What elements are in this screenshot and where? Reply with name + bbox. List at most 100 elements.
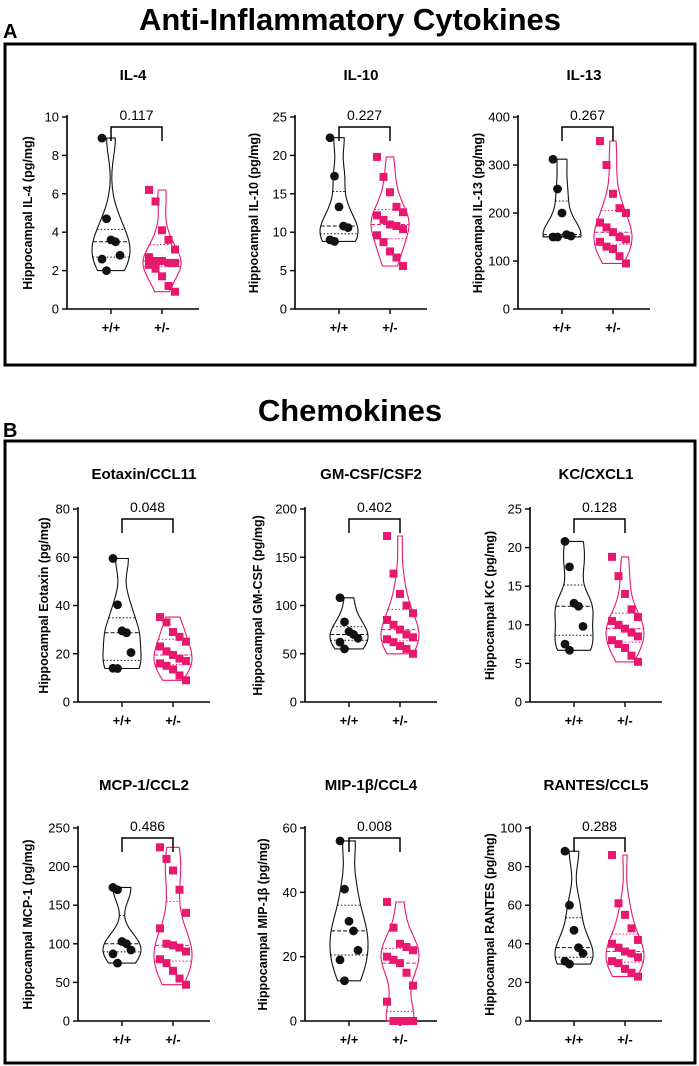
data-point bbox=[608, 636, 616, 645]
data-point bbox=[634, 972, 642, 981]
data-point bbox=[325, 133, 335, 143]
y-tick-label: 150 bbox=[275, 550, 297, 565]
data-point bbox=[621, 643, 629, 652]
data-point bbox=[389, 955, 398, 964]
data-point bbox=[113, 885, 122, 895]
data-point bbox=[608, 957, 616, 966]
data-point bbox=[399, 208, 407, 217]
x-tick-label: +/+ bbox=[565, 1032, 584, 1047]
data-point bbox=[409, 1017, 417, 1025]
significance-bracket bbox=[110, 126, 163, 141]
data-point bbox=[602, 161, 611, 169]
y-tick-label: 40 bbox=[56, 598, 70, 613]
panel-title: MIP-1β/CCL4 bbox=[325, 777, 418, 794]
data-point bbox=[621, 589, 629, 598]
data-point bbox=[108, 554, 118, 563]
data-point bbox=[389, 923, 398, 932]
data-point bbox=[409, 981, 417, 990]
data-point bbox=[334, 202, 344, 212]
data-point bbox=[578, 949, 588, 958]
data-point bbox=[373, 231, 381, 240]
data-point bbox=[151, 197, 160, 206]
violin-outline bbox=[380, 901, 420, 1022]
data-point bbox=[614, 959, 623, 968]
x-tick-label: +/- bbox=[382, 320, 398, 335]
data-point bbox=[409, 649, 417, 658]
data-point bbox=[344, 916, 354, 926]
significance-bracket bbox=[573, 518, 626, 533]
data-point bbox=[608, 616, 616, 625]
x-tick-label: +/+ bbox=[565, 713, 584, 728]
data-point bbox=[560, 846, 570, 856]
data-point bbox=[627, 605, 636, 614]
panel-title: IL-10 bbox=[343, 67, 378, 84]
chart-panel: GM-CSF/CSF2 Hippocampal GM-CSF (pg/mg) 0 50… bbox=[251, 466, 437, 728]
data-point bbox=[169, 966, 177, 975]
data-point bbox=[389, 1017, 398, 1025]
data-point bbox=[402, 644, 411, 653]
data-point bbox=[386, 188, 394, 197]
x-tick-label: +/- bbox=[165, 713, 181, 728]
data-point bbox=[627, 924, 636, 933]
y-tick-label: 0 bbox=[515, 695, 522, 710]
y-tick-label: 150 bbox=[48, 898, 70, 913]
data-point bbox=[392, 222, 401, 231]
panel-title: MCP-1/CCL2 bbox=[99, 777, 189, 794]
data-point bbox=[162, 661, 171, 670]
data-point bbox=[379, 215, 388, 224]
data-point bbox=[621, 964, 629, 973]
data-point bbox=[627, 949, 636, 958]
data-point bbox=[383, 635, 391, 644]
data-point bbox=[389, 620, 398, 629]
data-point bbox=[627, 968, 636, 977]
data-point bbox=[335, 637, 345, 647]
data-point bbox=[396, 939, 404, 948]
y-tick-label: 20 bbox=[56, 646, 70, 661]
data-point bbox=[156, 613, 164, 622]
chart-panel: RANTES/CCL5 Hippocampal RANTES (pg/mg) 0 20… bbox=[483, 777, 662, 1047]
violin-outline bbox=[605, 854, 645, 978]
y-tick-label: 60 bbox=[508, 898, 522, 913]
data-point bbox=[164, 281, 173, 290]
data-point bbox=[553, 184, 562, 194]
data-point bbox=[383, 532, 391, 541]
data-point bbox=[596, 218, 604, 227]
data-point bbox=[182, 908, 190, 917]
y-tick-label: 200 bbox=[488, 206, 510, 221]
y-tick-label: 15 bbox=[508, 579, 522, 594]
x-tick-label: +/+ bbox=[330, 320, 349, 335]
data-point bbox=[396, 589, 404, 598]
data-point bbox=[171, 258, 179, 267]
data-point bbox=[608, 552, 616, 561]
data-point bbox=[392, 202, 401, 211]
data-point bbox=[102, 214, 111, 224]
y-axis-label: Hippocampal GM-CSF (pg/mg) bbox=[251, 515, 265, 696]
section-b-title: Chemokines bbox=[258, 393, 442, 428]
y-tick-label: 100 bbox=[48, 936, 70, 951]
x-tick-label: +/- bbox=[605, 320, 621, 335]
y-tick-label: 5 bbox=[280, 263, 287, 278]
data-point bbox=[596, 237, 604, 246]
chart-panel: MIP-1β/CCL4 Hippocampal MIP-1β (pg/mg) 0 20… bbox=[256, 777, 437, 1047]
data-point bbox=[340, 884, 349, 894]
data-point bbox=[548, 154, 558, 164]
data-point bbox=[156, 659, 164, 668]
chart-panel: Eotaxin/CCL11 Hippocampal Eotaxin (pg/mg)… bbox=[37, 466, 210, 728]
data-point bbox=[622, 259, 630, 268]
data-point bbox=[402, 968, 411, 977]
data-point bbox=[574, 601, 583, 611]
data-point bbox=[392, 253, 401, 262]
chart-panel: IL-13 Hippocampal IL-13 (pg/mg) 0 100 200 300… bbox=[471, 67, 650, 335]
data-point bbox=[175, 943, 184, 952]
data-point bbox=[115, 250, 125, 260]
data-point bbox=[634, 613, 642, 622]
data-point bbox=[145, 260, 153, 269]
y-tick-label: 400 bbox=[488, 110, 510, 125]
data-point bbox=[162, 939, 171, 948]
data-point bbox=[379, 172, 388, 181]
significance-bracket bbox=[573, 837, 626, 852]
data-point bbox=[113, 600, 122, 610]
data-point bbox=[614, 640, 623, 649]
y-tick-label: 250 bbox=[48, 821, 70, 836]
data-point bbox=[409, 946, 417, 955]
